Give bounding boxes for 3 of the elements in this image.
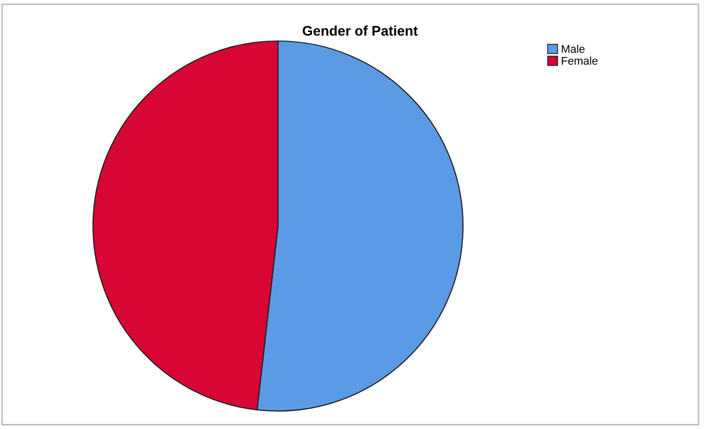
legend-label: Female	[562, 56, 598, 65]
legend-label: Male	[562, 44, 585, 53]
chart-title: Gender of Patient	[302, 26, 418, 36]
